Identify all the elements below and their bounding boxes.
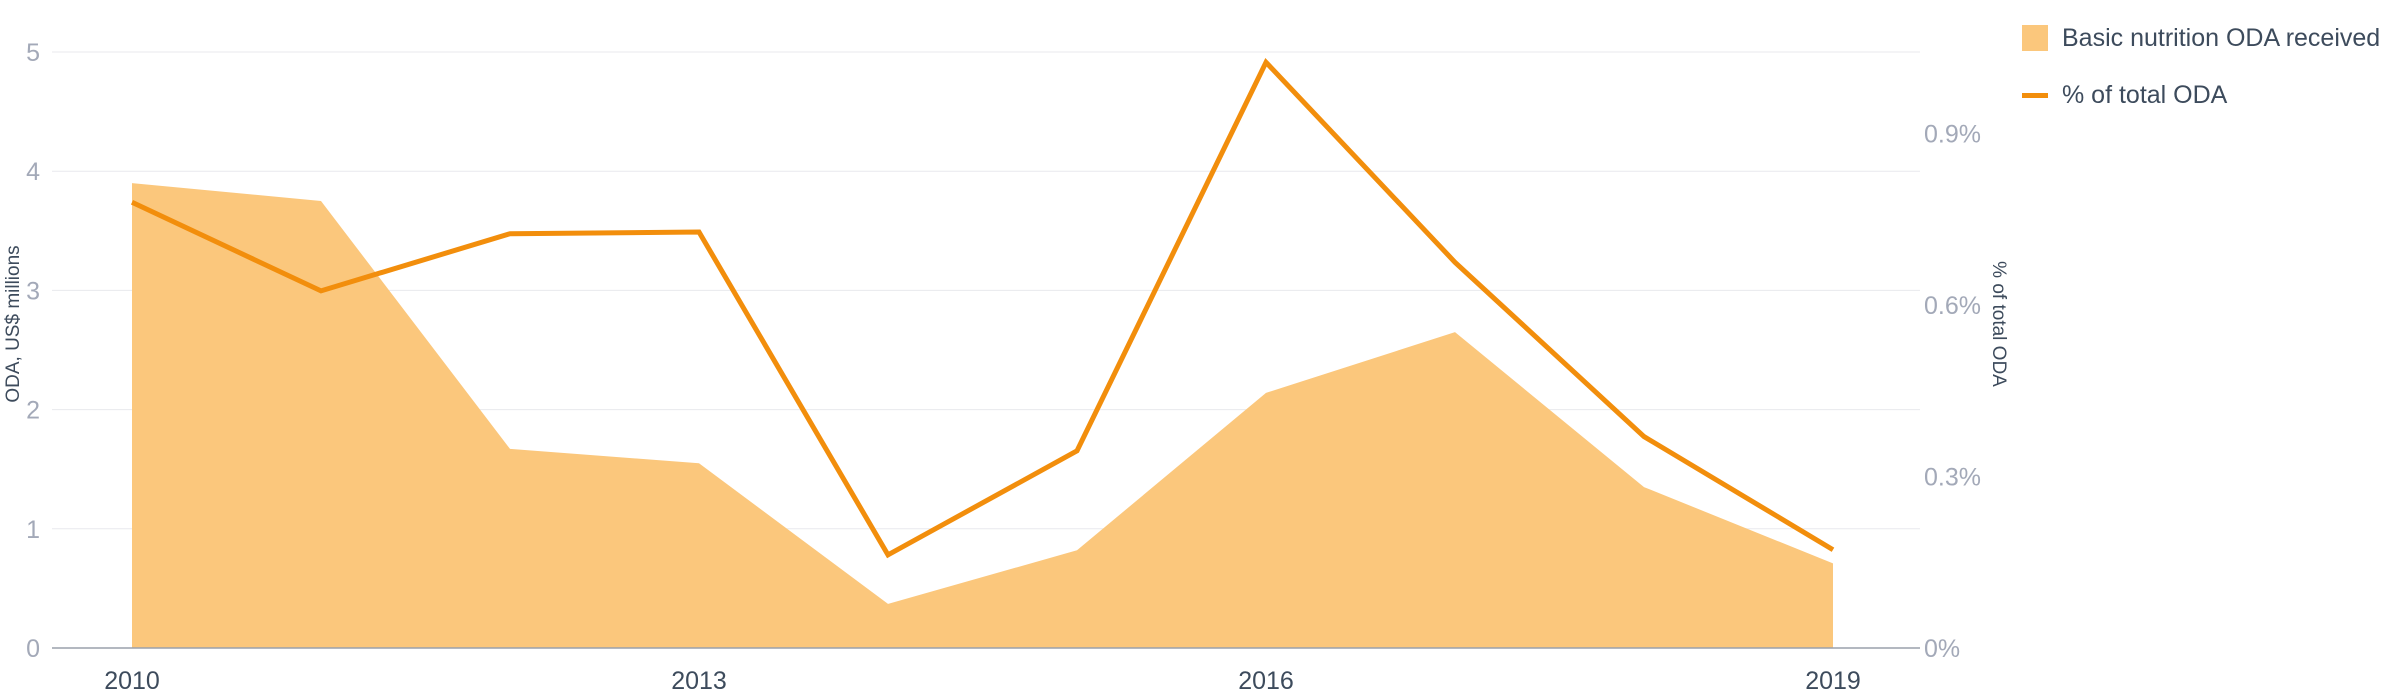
line-series-layer [130, 57, 1835, 559]
x-tick-label: 2013 [671, 667, 727, 695]
y-axis-left-label: ODA, US$ millions [3, 245, 24, 402]
line-percent-total-oda [130, 57, 1835, 559]
legend-swatch-area [2022, 25, 2048, 51]
legend-label-line: % of total ODA [2062, 80, 2228, 109]
y-left-tick-label: 5 [26, 39, 40, 67]
y-right-tick-label: 0.9% [1924, 121, 1981, 149]
y-right-tick-label: 0% [1924, 635, 1960, 663]
axes: 0 1 2 3 4 5 0% 0.3% 0.6% 0.9% 2010 2013 2016 2019 [26, 39, 1981, 695]
y-axis-right-label: % of total ODA [1988, 261, 2009, 387]
legend-swatch-line [2022, 92, 2048, 98]
legend: Basic nutrition ODA received % of total … [2022, 18, 2380, 132]
legend-item-area[interactable]: Basic nutrition ODA received [2022, 18, 2380, 58]
y-right-tick-label: 0.6% [1924, 292, 1981, 320]
y-right-tick-label: 0.3% [1924, 464, 1981, 492]
area-series-layer [132, 183, 1833, 648]
legend-label-area: Basic nutrition ODA received [2062, 23, 2381, 52]
area-basic-nutrition-oda [132, 183, 1833, 648]
legend-item-line[interactable]: % of total ODA [2022, 75, 2380, 115]
y-left-tick-label: 3 [26, 277, 40, 305]
y-left-tick-label: 0 [26, 635, 40, 663]
x-tick-label: 2016 [1238, 667, 1294, 695]
x-tick-label: 2010 [104, 667, 160, 695]
x-tick-label: 2019 [1805, 667, 1861, 695]
y-left-tick-label: 1 [26, 516, 40, 544]
y-left-tick-label: 4 [26, 158, 40, 186]
y-left-tick-label: 2 [26, 397, 40, 425]
